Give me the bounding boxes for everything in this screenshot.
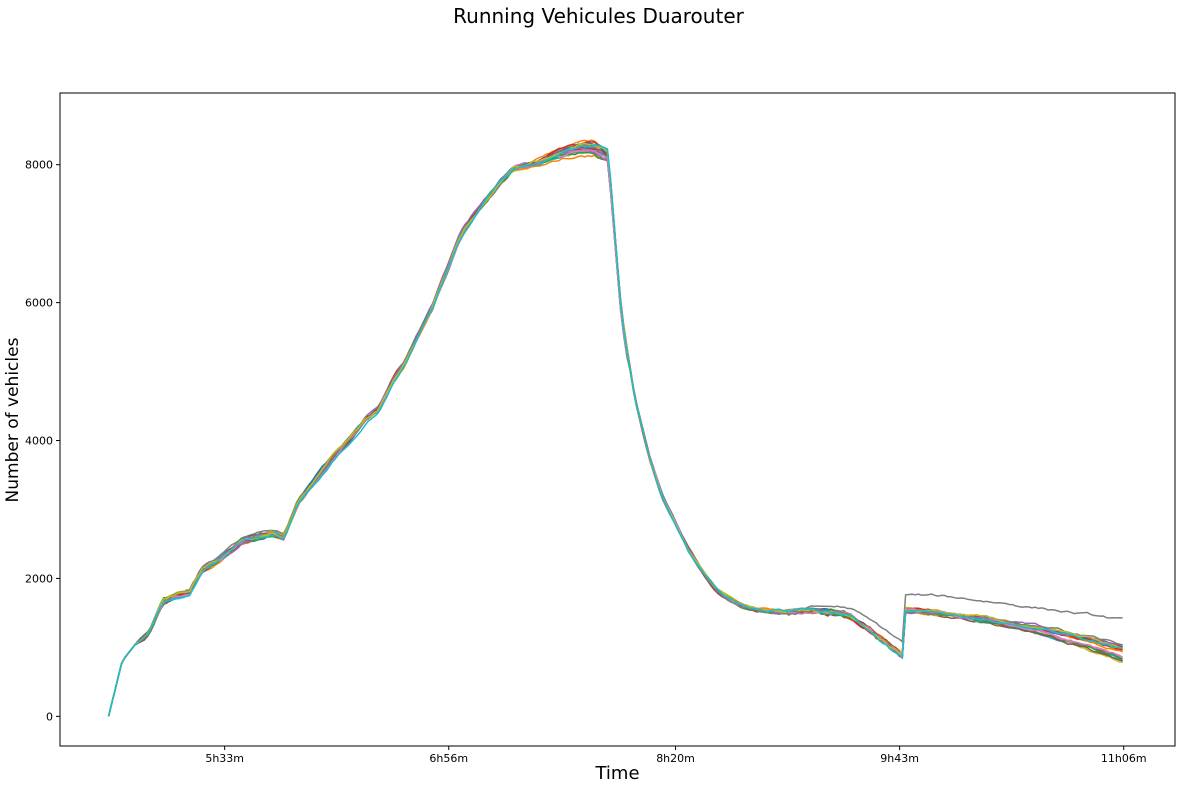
y-tick-label: 6000: [25, 297, 53, 310]
series-line: [107, 142, 1123, 717]
series-line: [107, 140, 1123, 717]
axis-layer: 0 2000 4000 6000 8000 5h33m 6h56m 8h20m 9h43m 11h…: [25, 159, 1147, 765]
x-tick-label: 5h33m: [205, 752, 244, 765]
series-line: [107, 142, 1123, 717]
x-axis-label: Time: [595, 763, 640, 784]
y-tick-label: 8000: [25, 159, 53, 172]
chart-title: Running Vehicules Duarouter: [453, 4, 744, 28]
x-tick-label: 8h20m: [656, 752, 695, 765]
series-line: [107, 144, 1123, 717]
series-line: [107, 139, 1123, 717]
x-tick-label: 6h56m: [429, 752, 468, 765]
y-tick-label: 0: [46, 710, 53, 723]
y-tick-label: 2000: [25, 572, 53, 585]
series-line: [107, 144, 1123, 717]
y-tick-label: 4000: [25, 435, 53, 448]
series-layer: [107, 139, 1123, 717]
x-tick-label: 11h06m: [1101, 752, 1147, 765]
plot-frame: [59, 92, 1176, 747]
x-tick-label: 9h43m: [880, 752, 919, 765]
